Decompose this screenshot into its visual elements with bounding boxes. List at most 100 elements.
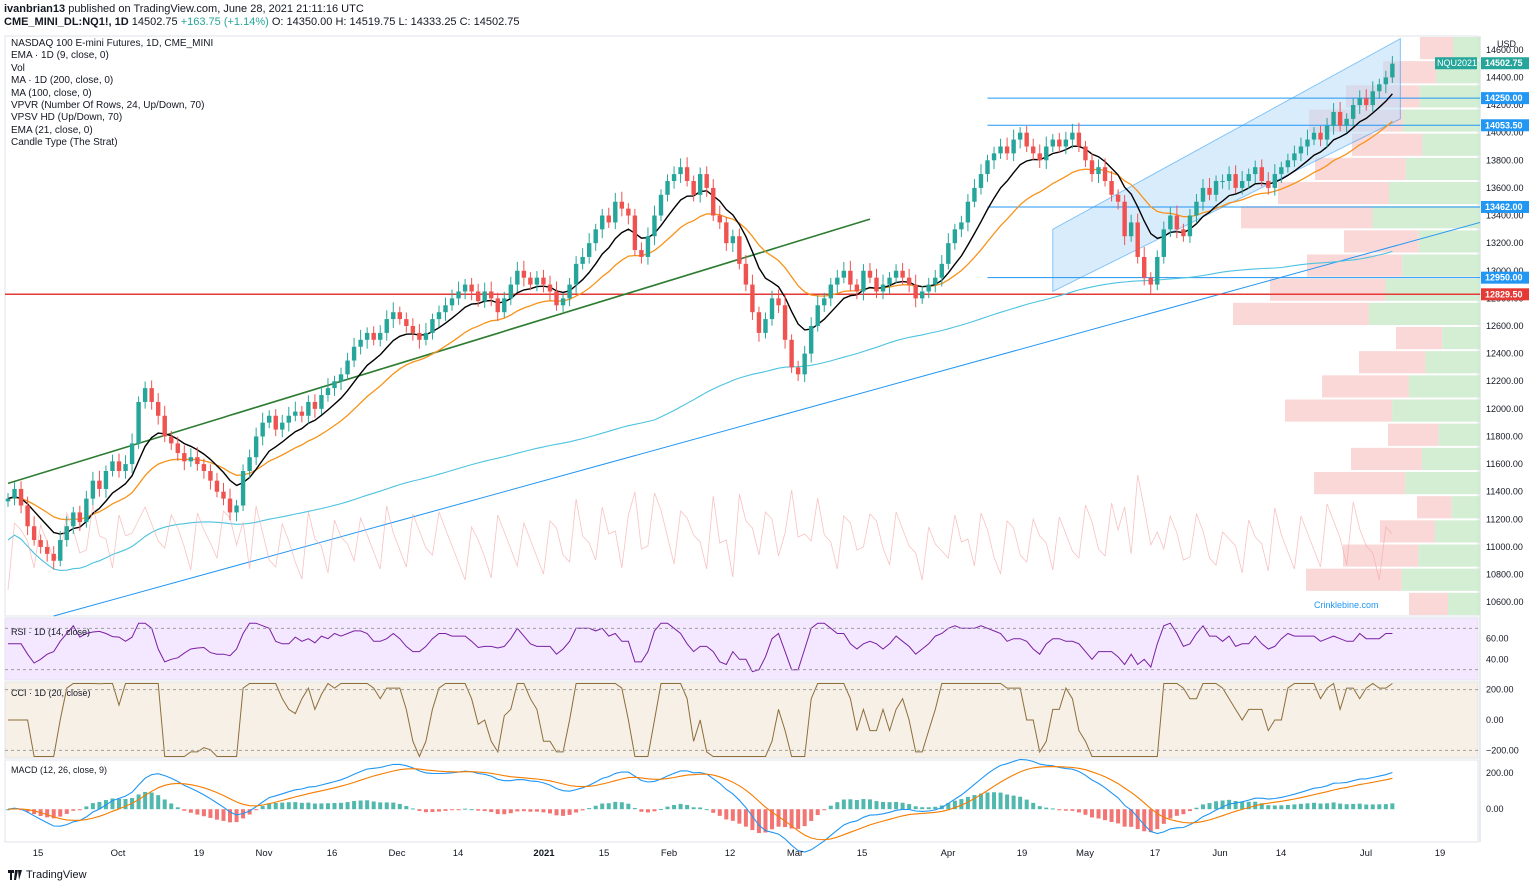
legend-symbol-title[interactable]: NASDAQ 100 E-mini Futures, 1D, CME_MINI [11, 38, 214, 49]
macd-histogram-bar [645, 809, 650, 813]
candle-body [1344, 118, 1349, 126]
candle-body [358, 339, 363, 347]
candle-body [306, 401, 311, 416]
macd-histogram-bar [652, 809, 657, 812]
macd-histogram-bar [71, 809, 76, 811]
macd-histogram-bar [1096, 809, 1101, 819]
time-tick-label: 19 [1435, 848, 1446, 859]
price-tick-label: 10600.00 [1486, 597, 1524, 607]
macd-histogram-bar [933, 806, 938, 810]
publisher-name[interactable]: ivanbrian13 [4, 3, 66, 15]
vpvr-up-bar [1372, 206, 1480, 229]
macd-histogram-bar [339, 802, 344, 810]
legend-item[interactable]: EMA (21, close, 0) [11, 124, 93, 136]
macd-histogram-bar [907, 804, 912, 810]
candle-body [1390, 63, 1395, 78]
macd-histogram-bar [463, 808, 468, 810]
macd-histogram-bar [632, 808, 637, 810]
macd-histogram-bar [867, 799, 872, 810]
candle-body [12, 488, 17, 499]
macd-histogram-bar [704, 809, 709, 811]
candle-body [123, 464, 128, 471]
macd-histogram-bar [1325, 803, 1330, 810]
macd-histogram-bar [1109, 809, 1114, 823]
candle-body [802, 353, 807, 375]
macd-histogram-bar [1279, 805, 1284, 810]
vpvr-down-bar [1420, 37, 1453, 60]
price-tick-label: 11800.00 [1486, 431, 1523, 441]
candle-body [880, 284, 886, 292]
candle-body [97, 480, 102, 489]
time-tick-label: Dec [389, 848, 406, 859]
candle-body [38, 540, 43, 547]
vpvr-down-bar [1314, 472, 1406, 495]
macd-histogram-bar [835, 802, 840, 810]
legend-item[interactable]: MA (100, close, 0) [11, 87, 92, 99]
candle-body [1122, 201, 1127, 237]
price-chart[interactable]: 10600.00 10800.00 11000.00 11200.00 11400.00… [0, 30, 1536, 866]
vpvr-up-bar [1405, 472, 1480, 495]
tradingview-logo-icon [8, 870, 22, 880]
macd-histogram-bar [214, 809, 219, 820]
price-tick-label: 11200.00 [1486, 514, 1523, 524]
candle-body [1070, 132, 1075, 140]
time-tick-label: 14 [1276, 848, 1287, 859]
candle-body [188, 457, 194, 462]
candle-body [71, 512, 76, 527]
vpvr-down-bar [1409, 592, 1449, 615]
vpvr-up-bar [1435, 520, 1480, 543]
candle-body [593, 229, 598, 244]
macd-histogram-bar [482, 809, 487, 812]
legend-item[interactable]: VPVR (Number Of Rows, 24, Up/Down, 70) [11, 100, 205, 112]
candle-body [795, 367, 801, 375]
candle-body [1213, 181, 1219, 195]
vpvr-up-bar [1385, 278, 1480, 301]
macd-histogram-bar [783, 809, 788, 828]
legend-item[interactable]: VPSV HD (Up/Down, 70) [11, 112, 123, 124]
macd-histogram-bar [841, 799, 846, 810]
macd-histogram-bar [1083, 809, 1088, 815]
macd-histogram-bar [358, 800, 363, 810]
candle-body [1017, 132, 1023, 140]
cci-pane-frame [4, 681, 1479, 759]
candle-body [560, 298, 566, 306]
candle-body [573, 263, 579, 285]
price-tag-bg [1481, 271, 1529, 284]
macd-histogram-bar [1037, 806, 1042, 810]
candle-body [547, 284, 553, 292]
vpvr-down-bar [1270, 278, 1386, 301]
macd-histogram-bar [711, 809, 716, 813]
candle-body [1357, 98, 1362, 106]
symbol-name[interactable]: CME_MINI_DL:NQ1!, 1D [4, 16, 129, 28]
macd-histogram-bar [521, 809, 526, 812]
macd-tick-label: 0.00 [1486, 804, 1504, 814]
vpvr-down-bar [1278, 182, 1390, 205]
time-tick-label: 14 [453, 848, 464, 859]
macd-histogram-bar [1390, 803, 1395, 810]
legend-item[interactable]: EMA · 1D (9, close, 0) [11, 50, 109, 62]
macd-histogram-bar [1305, 803, 1310, 810]
candle-body [253, 436, 259, 458]
candle-body [449, 298, 455, 306]
candle-body [1142, 256, 1147, 278]
footer-brand[interactable]: TradingView [26, 869, 87, 881]
candle-body [1115, 194, 1121, 202]
macd-histogram-bar [789, 809, 794, 829]
legend-item[interactable]: Vol [11, 62, 25, 74]
cci-tick-label: −200.00 [1486, 745, 1519, 755]
macd-histogram-bar [730, 809, 735, 821]
macd-histogram-bar [1338, 803, 1343, 810]
macd-histogram-bar [280, 802, 285, 810]
legend-item[interactable]: MA · 1D (200, close, 0) [11, 75, 114, 87]
candle-body [1057, 139, 1062, 147]
macd-histogram-bar [221, 809, 226, 821]
price-tick-label: 13600.00 [1486, 183, 1524, 193]
watermark-text: Crinklebine.com [1314, 600, 1379, 610]
candle-body [906, 277, 912, 285]
candle-body [939, 263, 944, 278]
candle-body [665, 181, 670, 195]
macd-histogram-bar [580, 809, 585, 811]
candle-body [841, 270, 847, 278]
vpvr-up-bar [1442, 327, 1480, 350]
legend-item[interactable]: Candle Type (The Strat) [11, 137, 118, 149]
